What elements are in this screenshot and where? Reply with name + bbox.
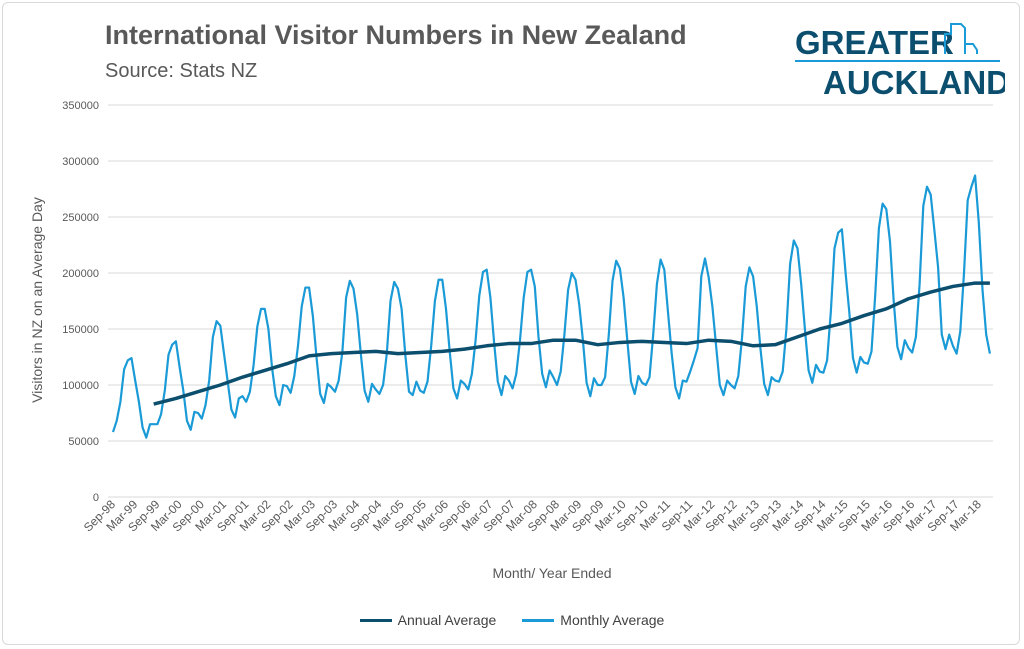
y-tick-label: 150000 [62,324,99,336]
x-axis-title: Month/ Year Ended [492,565,612,581]
y-tick-label: 300000 [62,156,99,168]
y-tick-label: 350000 [62,100,99,112]
y-tick-label: 0 [93,492,99,504]
y-tick-label: 50000 [68,436,99,448]
monthly-average-line [111,174,991,439]
y-axis-title: Visitors in NZ on an Average Day [29,197,45,403]
y-tick-label: 250000 [62,212,99,224]
legend: Annual Average Monthly Average [0,612,1024,628]
legend-swatch-annual [359,618,392,622]
greater-auckland-logo: GREATER AUCKLAND [795,23,1005,100]
chart-title: International Visitor Numbers in New Zea… [105,20,687,50]
logo-line1: GREATER [795,24,954,61]
legend-label-annual: Annual Average [397,612,497,628]
logo-line2: AUCKLAND [823,64,1005,100]
city-skyline-icon [944,23,978,54]
legend-item-monthly: Monthly Average [522,612,664,628]
legend-label-monthly: Monthly Average [560,612,665,628]
annual-average-line [153,281,990,406]
legend-swatch-monthly [522,618,555,622]
y-tick-label: 100000 [62,380,99,392]
legend-item-annual: Annual Average [359,612,497,628]
y-tick-label: 200000 [62,268,99,280]
chart-subtitle: Source: Stats NZ [105,60,258,82]
